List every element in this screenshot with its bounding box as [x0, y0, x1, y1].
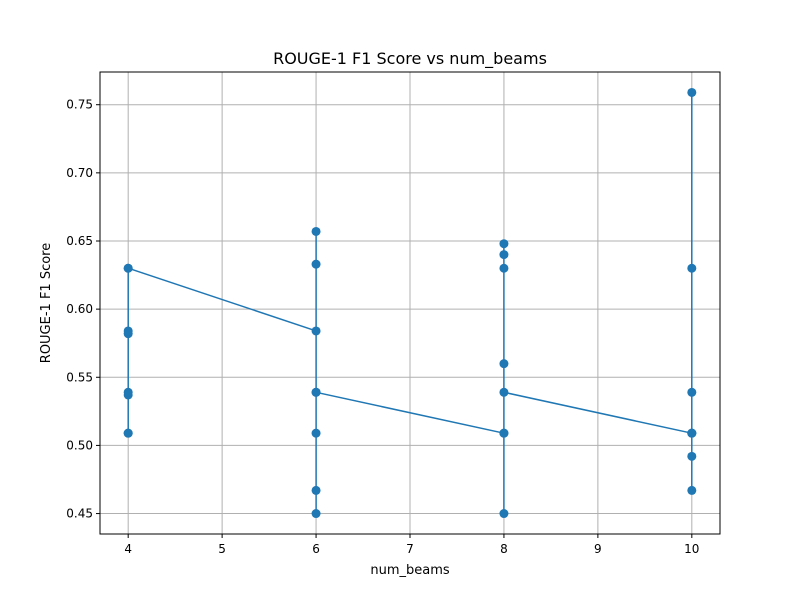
data-point: [687, 451, 697, 461]
y-tick-label: 0.50: [66, 438, 93, 452]
data-point: [311, 428, 321, 438]
series-line: [127, 91, 693, 515]
data-point: [687, 387, 697, 397]
data-point: [499, 359, 509, 369]
chart-title: ROUGE-1 F1 Score vs num_beams: [273, 49, 547, 69]
data-point: [687, 263, 697, 273]
data-point: [311, 326, 321, 336]
series-layer: [123, 87, 697, 519]
data-point: [499, 387, 509, 397]
x-axis-label: num_beams: [370, 563, 450, 578]
data-point: [123, 326, 133, 336]
x-tick-label: 10: [684, 542, 699, 556]
data-point: [687, 485, 697, 495]
data-point: [499, 428, 509, 438]
data-point: [311, 226, 321, 236]
data-point: [499, 250, 509, 260]
data-point: [499, 263, 509, 273]
y-tick-label: 0.75: [66, 98, 93, 112]
y-axis-label: ROUGE-1 F1 Score: [39, 243, 54, 363]
x-tick-label: 5: [218, 542, 226, 556]
data-point: [123, 428, 133, 438]
y-tick-label: 0.70: [66, 166, 93, 180]
x-tick-label: 4: [124, 542, 132, 556]
data-point: [311, 509, 321, 519]
x-tick-label: 8: [500, 542, 508, 556]
data-point: [499, 509, 509, 519]
data-point: [311, 259, 321, 269]
y-tick-label: 0.55: [66, 370, 93, 384]
data-point: [123, 387, 133, 397]
data-point: [311, 485, 321, 495]
x-axis-ticks: 4 5 6 7 8 9 10: [124, 534, 699, 556]
data-point: [123, 263, 133, 273]
y-tick-label: 0.65: [66, 234, 93, 248]
y-axis-ticks: 0.45 0.50 0.55 0.60 0.65 0.70 0.75: [66, 98, 100, 521]
data-point: [499, 239, 509, 249]
y-tick-label: 0.45: [66, 507, 93, 521]
y-tick-label: 0.60: [66, 302, 93, 316]
data-point: [687, 428, 697, 438]
x-tick-label: 9: [594, 542, 602, 556]
x-tick-label: 6: [312, 542, 320, 556]
data-point: [311, 387, 321, 397]
data-point: [687, 87, 697, 97]
x-tick-label: 7: [406, 542, 414, 556]
